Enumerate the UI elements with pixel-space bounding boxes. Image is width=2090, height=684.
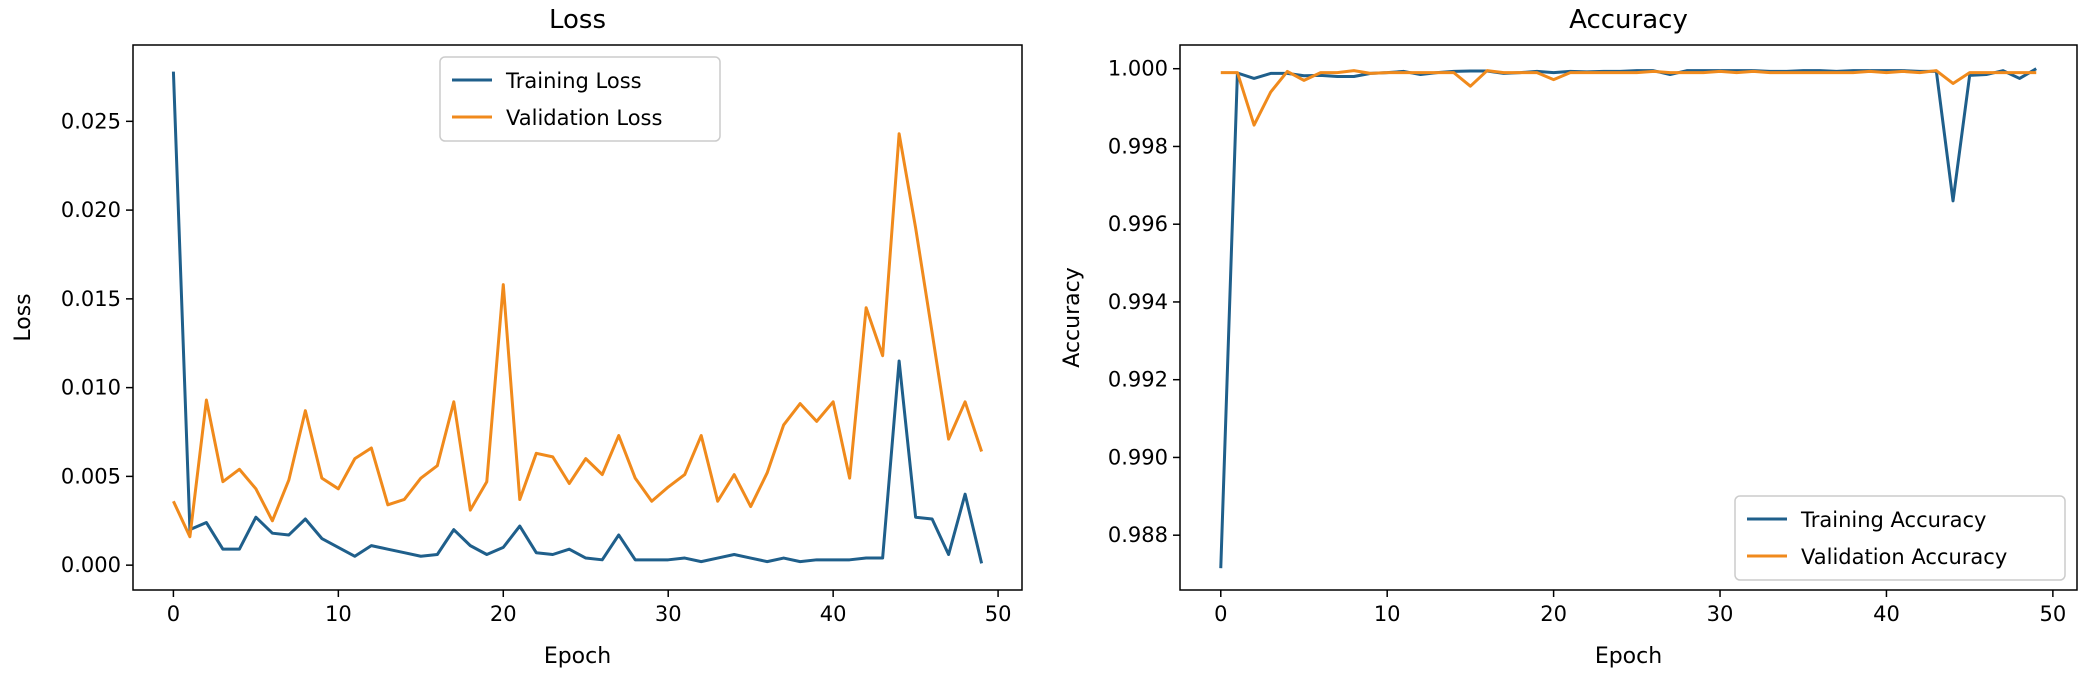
- chart-loss: Loss 0 10 20 30 40 50 0.000 0.005 0.010 0.015 0.020…: [11, 5, 1023, 669]
- y-tick-label: 0.996: [1108, 212, 1168, 236]
- y-tick-label: 0.015: [61, 287, 121, 311]
- x-tick-label: 40: [1873, 602, 1900, 626]
- chart-title: Loss: [549, 5, 606, 35]
- y-axis-label: Loss: [11, 293, 36, 341]
- y-tick-label: 0.020: [61, 198, 121, 222]
- legend-box: [439, 56, 721, 142]
- x-tick-label: 50: [985, 602, 1012, 626]
- chart-accuracy: Accuracy 0 10 20 30 40 50 0.988 0.990 0.992 0.994 0…: [1060, 5, 2078, 669]
- legend-label: Validation Accuracy: [1801, 545, 2007, 569]
- x-tick-label: 30: [1707, 602, 1734, 626]
- x-tick-label: 10: [325, 602, 352, 626]
- y-tick-label: 0.010: [61, 376, 121, 400]
- series-line-training-accuracy: [1219, 67, 2037, 569]
- x-tick-label: 0: [167, 602, 180, 626]
- y-tick-label: 0.998: [1108, 134, 1168, 158]
- x-tick-label: 50: [2040, 602, 2067, 626]
- y-axis-label: Accuracy: [1060, 267, 1085, 367]
- series-line-validation-loss: [172, 132, 984, 539]
- x-tick-label: 20: [1540, 602, 1567, 626]
- y-tick-label: 0.000: [61, 553, 121, 577]
- legend-label: Training Accuracy: [1800, 508, 1986, 532]
- plot-frame: [1179, 44, 2078, 591]
- series-line-validation-accuracy: [1220, 69, 2037, 127]
- x-axis-label: Epoch: [1595, 644, 1662, 669]
- x-tick-label: 40: [820, 602, 847, 626]
- y-tick-label: 0.005: [61, 464, 121, 488]
- y-tick-label: 0.988: [1108, 523, 1168, 547]
- legend-label: Training Loss: [505, 69, 642, 93]
- legend-label: Validation Loss: [506, 106, 662, 130]
- legend-box: [1734, 495, 2066, 581]
- y-tick-label: 0.994: [1108, 290, 1168, 314]
- y-tick-label: 1.000: [1108, 57, 1168, 81]
- x-tick-label: 0: [1214, 602, 1227, 626]
- x-tick-label: 10: [1374, 602, 1401, 626]
- series-line-training-loss: [171, 71, 984, 564]
- y-tick-label: 0.992: [1108, 368, 1168, 392]
- legend: Training Loss Validation Loss: [439, 56, 721, 142]
- plot-frame: [132, 44, 1023, 591]
- chart-title: Accuracy: [1569, 5, 1688, 35]
- x-axis-label: Epoch: [544, 644, 611, 669]
- y-tick-label: 0.025: [61, 109, 121, 133]
- legend: Training Accuracy Validation Accuracy: [1734, 495, 2066, 581]
- y-tick-label: 0.990: [1108, 445, 1168, 469]
- x-tick-label: 20: [490, 602, 517, 626]
- x-tick-label: 30: [655, 602, 682, 626]
